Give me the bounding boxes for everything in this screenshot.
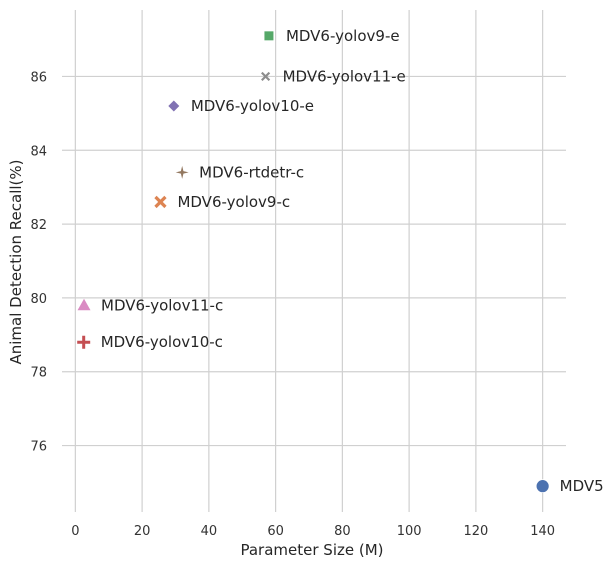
data-point-plus	[77, 335, 91, 349]
point-label: MDV6-yolov9-c	[177, 193, 290, 211]
x-tick-label: 60	[267, 524, 284, 539]
grid	[62, 10, 566, 512]
point-label: MDV6-yolov11-c	[101, 296, 223, 314]
point-label: MDV6-rtdetr-c	[199, 163, 304, 181]
y-tick-label: 76	[30, 440, 47, 455]
y-tick-label: 84	[30, 144, 47, 159]
y-tick-label: 82	[30, 218, 47, 233]
x-axis-label: Parameter Size (M)	[240, 541, 383, 559]
x-tick-label: 120	[463, 524, 488, 539]
x-tick-label: 80	[334, 524, 351, 539]
tick-labels: 0 20 40 60 80 100 120 140 76 78 80 82 84 86	[30, 70, 555, 539]
x-tick-label: 40	[201, 524, 218, 539]
data-point-circle	[535, 479, 550, 494]
y-axis-label: Animal Detection Recall(%)	[7, 159, 25, 364]
x-tick-label: 0	[71, 524, 79, 539]
data-points	[77, 31, 550, 494]
data-point-triangle	[77, 298, 91, 311]
data-point-x-thin	[261, 71, 271, 82]
point-label: MDV6-yolov10-e	[191, 97, 314, 115]
y-tick-label: 78	[30, 366, 47, 381]
data-point-square	[264, 31, 274, 41]
x-tick-label: 100	[397, 524, 422, 539]
point-label: MDV6-yolov11-e	[283, 67, 406, 85]
x-tick-label: 20	[134, 524, 151, 539]
point-labels: MDV5 MDV6-yolov9-c MDV6-yolov9-e MDV6-yolov…	[101, 27, 604, 495]
y-tick-label: 80	[30, 292, 47, 307]
point-label: MDV6-yolov9-e	[286, 27, 400, 45]
y-tick-label: 86	[30, 70, 47, 85]
point-label: MDV6-yolov10-c	[101, 333, 223, 351]
point-label: MDV5	[560, 477, 604, 495]
data-point-diamond	[168, 100, 180, 112]
data-point-star	[175, 165, 189, 179]
data-point-x	[154, 195, 167, 209]
x-tick-label: 140	[530, 524, 555, 539]
